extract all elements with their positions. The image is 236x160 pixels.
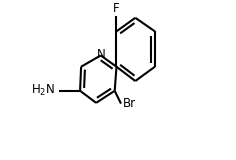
Text: F: F bbox=[113, 2, 120, 15]
Text: H$_2$N: H$_2$N bbox=[31, 83, 55, 98]
Text: Br: Br bbox=[122, 97, 136, 110]
Text: N: N bbox=[97, 48, 106, 61]
